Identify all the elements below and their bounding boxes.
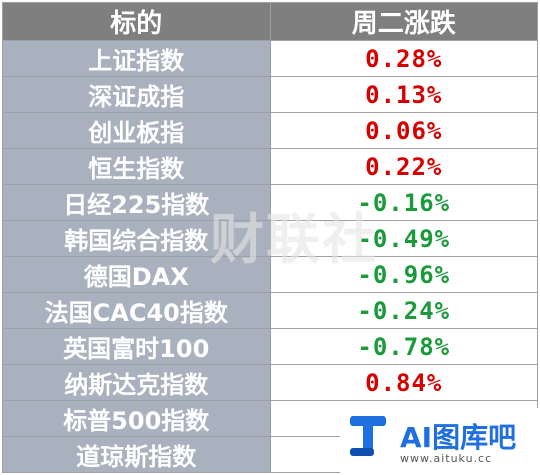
table-row: 日经225指数 -0.16%: [2, 184, 538, 221]
index-name: 纳斯达克指数: [2, 364, 271, 401]
index-name: 韩国综合指数: [2, 220, 271, 257]
index-name: 法国CAC40指数: [2, 292, 271, 329]
index-name: 深证成指: [2, 76, 271, 113]
index-name: 德国DAX: [2, 256, 271, 293]
index-name: 英国富时100: [2, 328, 271, 365]
index-change: -0.78%: [269, 328, 538, 365]
logo-url: www.aituku.cc: [400, 452, 493, 465]
index-change: 0.84%: [269, 364, 538, 401]
table-row: 上证指数 0.28%: [2, 40, 538, 77]
index-name: 恒生指数: [2, 148, 271, 185]
index-change: 0.22%: [269, 148, 538, 185]
table-row: 法国CAC40指数 -0.24%: [2, 292, 538, 329]
index-change: -0.16%: [269, 184, 538, 221]
table-row: 深证成指 0.13%: [2, 76, 538, 113]
logo-text: AI图库吧: [400, 421, 517, 454]
index-change: -0.24%: [269, 292, 538, 329]
table-row: 恒生指数 0.22%: [2, 148, 538, 185]
table-row: 韩国综合指数 -0.49%: [2, 220, 538, 257]
index-name: 道琼斯指数: [2, 436, 271, 473]
header-row: 标的 周二涨跌: [2, 2, 538, 41]
table-row: 英国富时100 -0.78%: [2, 328, 538, 365]
index-name: 标普500指数: [2, 400, 271, 437]
index-change: 0.28%: [269, 40, 538, 77]
t-logo-icon: [350, 416, 386, 456]
index-name: 创业板指: [2, 112, 271, 149]
header-index: 标的: [2, 2, 271, 41]
header-change: 周二涨跌: [269, 2, 538, 41]
site-logo: AI图库吧 www.aituku.cc: [340, 408, 540, 475]
index-change: 0.06%: [269, 112, 538, 149]
index-name: 上证指数: [2, 40, 271, 77]
index-change: 0.13%: [269, 76, 538, 113]
index-name: 日经225指数: [2, 184, 271, 221]
table-row: 德国DAX -0.96%: [2, 256, 538, 293]
index-change: -0.96%: [269, 256, 538, 293]
table-row: 纳斯达克指数 0.84%: [2, 364, 538, 401]
index-change: -0.49%: [269, 220, 538, 257]
table-row: 创业板指 0.06%: [2, 112, 538, 149]
